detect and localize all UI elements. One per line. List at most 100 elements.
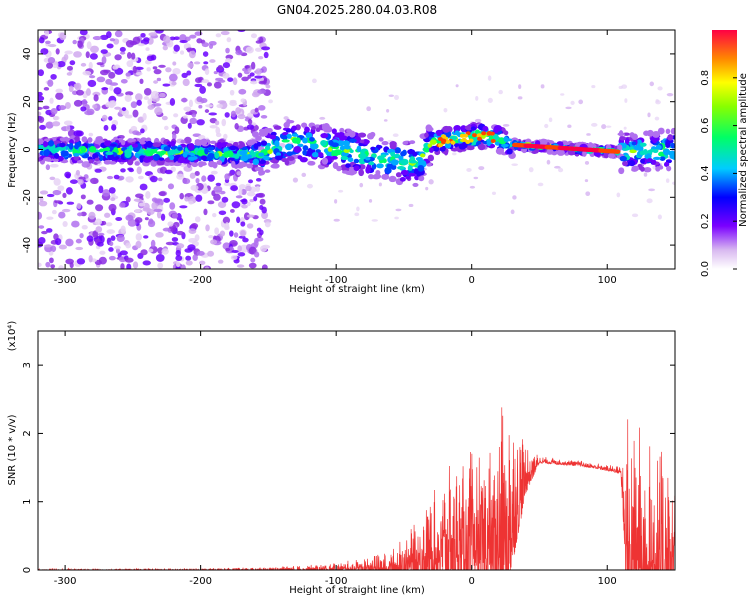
spectrogram-blob xyxy=(405,175,411,180)
spectrogram-blob xyxy=(212,212,217,218)
spectrogram-blob xyxy=(58,244,67,250)
spectrogram-blob xyxy=(74,136,80,143)
spectrogram-blob xyxy=(402,140,409,145)
spectrogram-blob xyxy=(282,131,289,136)
spectrogram-blob xyxy=(62,192,67,198)
spectrogram-blob xyxy=(492,133,499,140)
spectrogram-blob xyxy=(327,146,333,152)
spectrogram-blob xyxy=(109,241,114,247)
spectrogram-blob xyxy=(258,80,267,85)
spectrogram-blob xyxy=(143,88,152,96)
spectrogram-hotspot xyxy=(450,140,456,145)
spectrogram-blob xyxy=(135,66,144,71)
snr-xtick-label: -300 xyxy=(54,576,77,587)
spectrogram-blob xyxy=(197,149,206,157)
spectrogram-blob xyxy=(68,142,74,150)
spectrogram-blob xyxy=(376,163,384,169)
spectrogram-blob xyxy=(183,136,192,144)
spectrogram-blob xyxy=(537,182,544,187)
spectrogram-blob xyxy=(651,159,657,165)
spectrogram-blob xyxy=(162,45,168,51)
spectrogram-core xyxy=(614,149,621,154)
spectrogram-blob xyxy=(286,156,295,161)
colorbar-label: Normalized spectral amplitude xyxy=(738,73,749,227)
spectrogram-blob xyxy=(49,257,54,264)
spectrogram-xlabel: Height of straight line (km) xyxy=(289,284,425,295)
spectrogram-hotspot xyxy=(461,137,467,142)
spectrogram-blob xyxy=(495,147,505,155)
spectrogram-blob xyxy=(179,192,184,200)
spectrogram-blob xyxy=(112,65,119,70)
spectrogram-blob xyxy=(152,142,161,148)
spectrogram-blob xyxy=(255,40,263,44)
spectrogram-blob xyxy=(348,130,356,138)
snr-ytick-label: 2 xyxy=(22,430,33,436)
spectrogram-blob xyxy=(331,128,337,135)
spectrogram-blob xyxy=(153,103,162,107)
spectrogram-blob xyxy=(50,108,58,115)
spectrogram-blob xyxy=(98,185,104,194)
spectrogram-blob xyxy=(603,152,609,159)
spectrogram-blob xyxy=(150,239,156,248)
spectrogram-blob xyxy=(237,252,246,257)
spectrogram-blob xyxy=(244,65,250,69)
spectrogram-blob xyxy=(42,105,50,110)
spectrogram-blob xyxy=(75,169,81,176)
spectrogram-blob xyxy=(250,61,256,70)
spectrogram-blob xyxy=(591,85,596,89)
spectrogram-blob xyxy=(209,140,217,145)
spectrogram-blob xyxy=(570,100,575,106)
spectrogram-blob xyxy=(81,161,91,168)
spectrogram-blob xyxy=(198,161,205,165)
spectrogram-blob xyxy=(152,153,161,161)
spectrogram-blob xyxy=(88,146,97,153)
spectrogram-blob xyxy=(88,61,93,70)
spectrogram-blob xyxy=(38,138,44,145)
spectrogram-blob xyxy=(176,230,184,236)
spectrogram-blob xyxy=(623,126,627,130)
spectrogram-blob xyxy=(425,186,429,191)
spectrogram-blob xyxy=(161,115,168,121)
spectrogram-blob xyxy=(383,119,388,122)
spectrogram-blob xyxy=(41,230,48,235)
spectrogram-blob xyxy=(386,108,390,113)
spectrogram-blob xyxy=(167,183,175,190)
spectrogram-blob xyxy=(210,170,218,175)
spectrogram-blob xyxy=(229,145,237,151)
spectrogram-blob xyxy=(339,145,346,151)
spectrogram-blob xyxy=(145,47,150,52)
spectrogram-blob xyxy=(130,52,136,60)
spectrogram-blob xyxy=(652,156,662,160)
spectrogram-blob xyxy=(253,251,260,258)
spectrogram-blob xyxy=(159,150,167,155)
spectrogram-blob xyxy=(143,37,150,42)
spectrogram-blob xyxy=(103,124,109,131)
spectrogram-blob xyxy=(85,88,91,96)
spectrogram-blob xyxy=(517,96,523,100)
spectrogram-blob xyxy=(167,221,174,227)
spectrogram-blob xyxy=(132,65,137,74)
snr-xtick-label: 0 xyxy=(469,576,475,587)
spectrogram-blob xyxy=(125,91,134,96)
spectrogram-blob xyxy=(158,92,166,98)
spectrogram-blob xyxy=(229,89,235,96)
spectrogram-blob xyxy=(407,165,413,171)
spectrogram-blob xyxy=(302,137,308,144)
spectrogram-blob xyxy=(539,138,548,146)
spectrogram-blob xyxy=(95,204,104,212)
spectrogram-blob xyxy=(646,129,654,137)
spectrogram-blob xyxy=(113,87,122,95)
spectrogram-blob xyxy=(130,101,138,109)
spectrogram-blob xyxy=(246,214,255,218)
spectrogram-blob xyxy=(307,160,316,166)
spectrogram-blob xyxy=(356,206,360,212)
spectrogram-blob xyxy=(88,211,96,220)
spectrogram-blob xyxy=(365,166,371,174)
spectrogram-blob xyxy=(503,130,509,136)
spectrogram-blob xyxy=(94,168,102,173)
spectrogram-blob xyxy=(39,190,49,195)
spectrogram-blob xyxy=(87,137,93,143)
spectrogram-blob xyxy=(73,130,83,137)
spectrogram-blob xyxy=(215,33,222,38)
